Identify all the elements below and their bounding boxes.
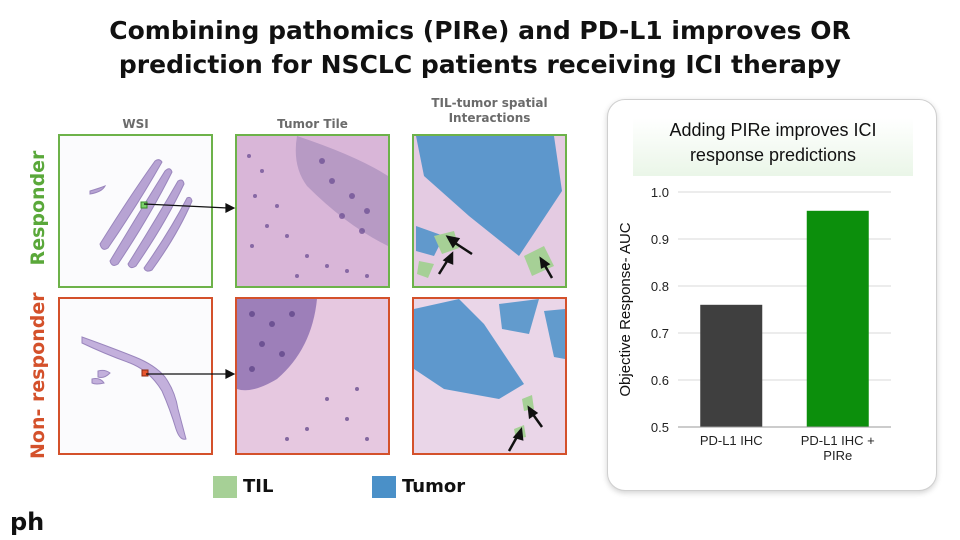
column-header-tumor-tile: Tumor Tile (277, 117, 348, 131)
bar-chart: 0.5 0.6 0.7 0.8 0.9 1.0 PD-L1 IHC PD-L1 IHC + PI… (617, 185, 891, 463)
y-tick-label: 0.5 (651, 420, 669, 435)
bar-1 (806, 210, 869, 427)
wsi-non-responder (58, 297, 213, 455)
wsi-non-responder-tissue (81, 336, 187, 440)
legend-tumor-swatch (372, 476, 396, 498)
row-label-responder: Responder (27, 150, 49, 266)
legend-til-swatch (213, 476, 237, 498)
tumor-tile-non-responder-image (237, 299, 388, 453)
y-tick-label: 0.7 (651, 326, 669, 341)
chart-card: Adding PIRe improves ICI response predic… (607, 99, 937, 491)
wsi-responder (58, 134, 213, 288)
y-tick-label: 0.6 (651, 373, 669, 388)
y-axis-label: Objective Response- AUC (617, 222, 634, 396)
x-category-label-0: PD-L1 IHC (700, 433, 763, 448)
title-line-1: Combining pathomics (PIRe) and PD-L1 imp… (109, 16, 851, 45)
connector-arrows (143, 203, 236, 379)
wsi-responder-tissue (89, 159, 193, 272)
slide-title: Combining pathomics (PIRe) and PD-L1 imp… (60, 14, 900, 82)
bar-0 (700, 304, 763, 427)
title-line-2: prediction for NSCLC patients receiving … (118, 50, 842, 79)
spatial-non-responder (412, 297, 567, 455)
row-label-non-responder: Non- responder (27, 292, 49, 459)
column-header-spatial-interactions: TIL-tumor spatial Interactions (431, 96, 548, 125)
x-category-label-1: PD-L1 IHC + PIRe (801, 433, 875, 463)
y-tick-label: 0.9 (651, 232, 669, 247)
tumor-tile-non-responder (235, 297, 390, 455)
spatial-non-responder-map (414, 299, 565, 452)
y-tick-label: 1.0 (651, 185, 669, 200)
legend-til-label: TIL (243, 476, 274, 497)
chart-title: Adding PIRe improves ICI response predic… (633, 118, 913, 176)
spatial-responder-map (416, 136, 562, 279)
legend-tumor-label: Tumor (402, 476, 466, 497)
y-tick-label: 0.8 (651, 279, 669, 294)
brand-logo: ph (10, 508, 45, 536)
tumor-tile-responder (235, 134, 390, 288)
spatial-responder (412, 134, 567, 288)
tumor-tile-responder-image (237, 136, 388, 286)
column-header-wsi: WSI (122, 117, 149, 131)
